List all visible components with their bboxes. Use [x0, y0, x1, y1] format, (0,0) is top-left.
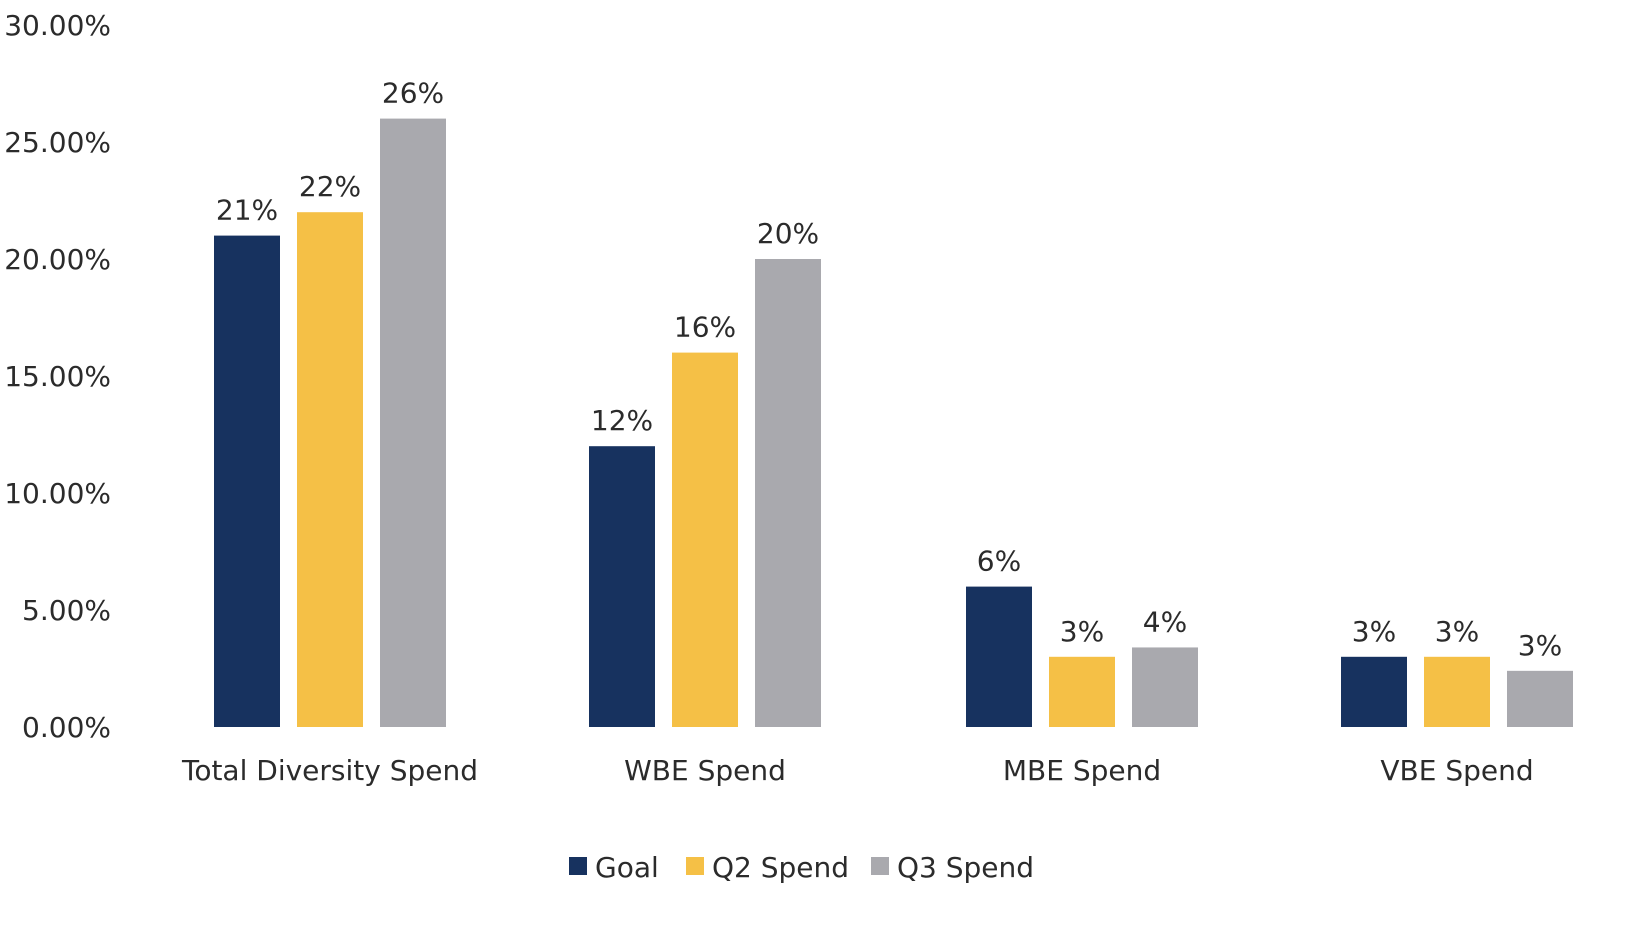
y-tick-label: 5.00%	[22, 594, 111, 627]
bar	[1507, 670, 1573, 727]
data-label: 3%	[1060, 615, 1104, 648]
y-tick-label: 25.00%	[4, 126, 111, 159]
bar	[380, 118, 446, 728]
category-label: MBE Spend	[1003, 754, 1161, 787]
data-label: 22%	[299, 170, 361, 203]
legend-entry-label: Q2 Spend	[712, 851, 849, 884]
data-label: 12%	[591, 404, 653, 437]
legend-swatch	[871, 857, 889, 875]
data-label: 21%	[216, 194, 278, 227]
category-label: WBE Spend	[624, 754, 786, 787]
y-tick-label: 0.00%	[22, 711, 111, 744]
category-label: Total Diversity Spend	[181, 754, 478, 787]
y-tick-label: 30.00%	[4, 9, 111, 42]
legend-swatch	[686, 857, 704, 875]
x-axis: Total Diversity Spend WBE Spend MBE Spend V…	[181, 754, 1534, 787]
data-label: 6%	[977, 545, 1021, 578]
bar	[1424, 656, 1490, 727]
bar	[1341, 656, 1407, 727]
legend: Goal Q2 Spend Q3 Spend	[569, 851, 1034, 884]
bar	[1049, 656, 1115, 727]
bar	[966, 586, 1032, 727]
data-label: 4%	[1143, 605, 1187, 638]
y-tick-label: 15.00%	[4, 360, 111, 393]
data-label: 26%	[382, 77, 444, 110]
y-tick-label: 10.00%	[4, 477, 111, 510]
category-label: VBE Spend	[1380, 754, 1533, 787]
data-label: 20%	[757, 217, 819, 250]
legend-entry-label: Q3 Spend	[897, 851, 1034, 884]
data-label: 3%	[1518, 629, 1562, 662]
bar	[214, 235, 280, 727]
legend-entry-label: Goal	[595, 851, 659, 884]
bar	[1132, 647, 1198, 727]
bar	[672, 352, 738, 727]
bar	[297, 212, 363, 727]
data-label: 3%	[1352, 615, 1396, 648]
data-labels: 21% 12% 6% 3% 22% 16% 3% 3% 26% 20% 4% 3%	[216, 77, 1562, 662]
bar	[755, 259, 821, 727]
data-label: 16%	[674, 311, 736, 344]
data-label: 3%	[1435, 615, 1479, 648]
y-axis: 0.00% 5.00% 10.00% 15.00% 20.00% 25.00% 30.00%	[4, 9, 111, 744]
y-tick-label: 20.00%	[4, 243, 111, 276]
bars	[214, 118, 1573, 728]
legend-swatch	[569, 857, 587, 875]
bar	[589, 446, 655, 727]
